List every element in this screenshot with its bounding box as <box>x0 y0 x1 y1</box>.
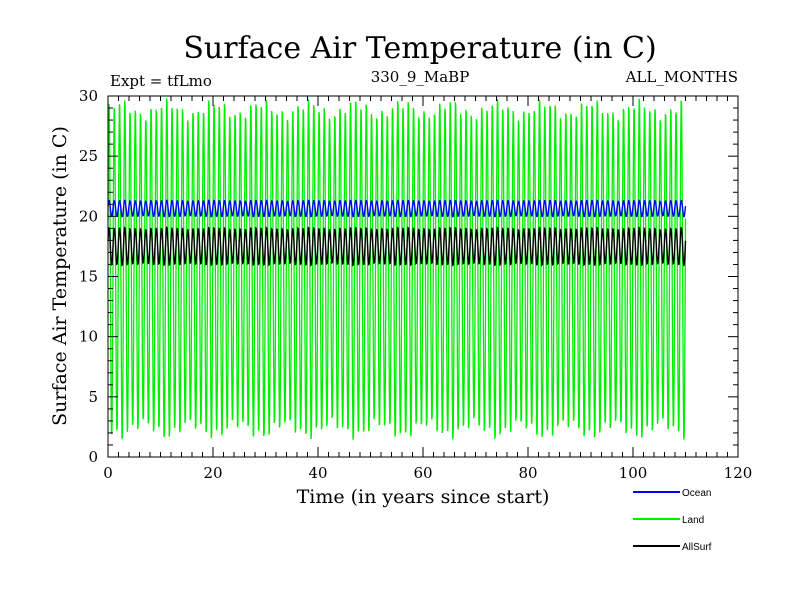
y-tick-label: 25 <box>79 147 98 165</box>
y-tick-label: 5 <box>88 388 98 406</box>
legend-label-land: Land <box>682 515 704 526</box>
subtitle-center: 330_9_MaBP <box>371 68 470 86</box>
series-line-ocean <box>107 199 687 218</box>
y-tick-label: 30 <box>79 87 98 105</box>
x-tick-label: 100 <box>619 464 648 482</box>
ticks-layer: 0 20 40 60 80 100 120 0 5 10 15 20 25 30 <box>79 87 752 482</box>
legend: Ocean Land AllSurf <box>633 488 712 553</box>
y-axis-label: Surface Air Temperature (in C) <box>49 126 71 426</box>
series-line-allsurf <box>107 226 687 267</box>
x-tick-label: 80 <box>518 464 537 482</box>
y-tick-label: 10 <box>79 328 98 346</box>
legend-label-ocean: Ocean <box>682 488 711 499</box>
x-tick-label: 40 <box>308 464 327 482</box>
x-tick-label: 20 <box>203 464 222 482</box>
chart-title: Surface Air Temperature (in C) <box>183 31 656 66</box>
x-tick-label: 0 <box>103 464 113 482</box>
y-tick-label: 15 <box>79 268 98 286</box>
y-tick-label: 20 <box>79 207 98 225</box>
x-axis-label: Time (in years since start) <box>297 486 550 508</box>
legend-label-allsurf: AllSurf <box>682 542 712 553</box>
x-tick-label: 60 <box>413 464 432 482</box>
series-line-land <box>107 98 687 440</box>
x-tick-label: 120 <box>724 464 753 482</box>
series-layer <box>107 98 687 440</box>
y-tick-label: 0 <box>88 448 98 466</box>
subtitle-right: ALL_MONTHS <box>625 68 738 86</box>
subtitle-left: Expt = tfLmo <box>110 72 212 90</box>
